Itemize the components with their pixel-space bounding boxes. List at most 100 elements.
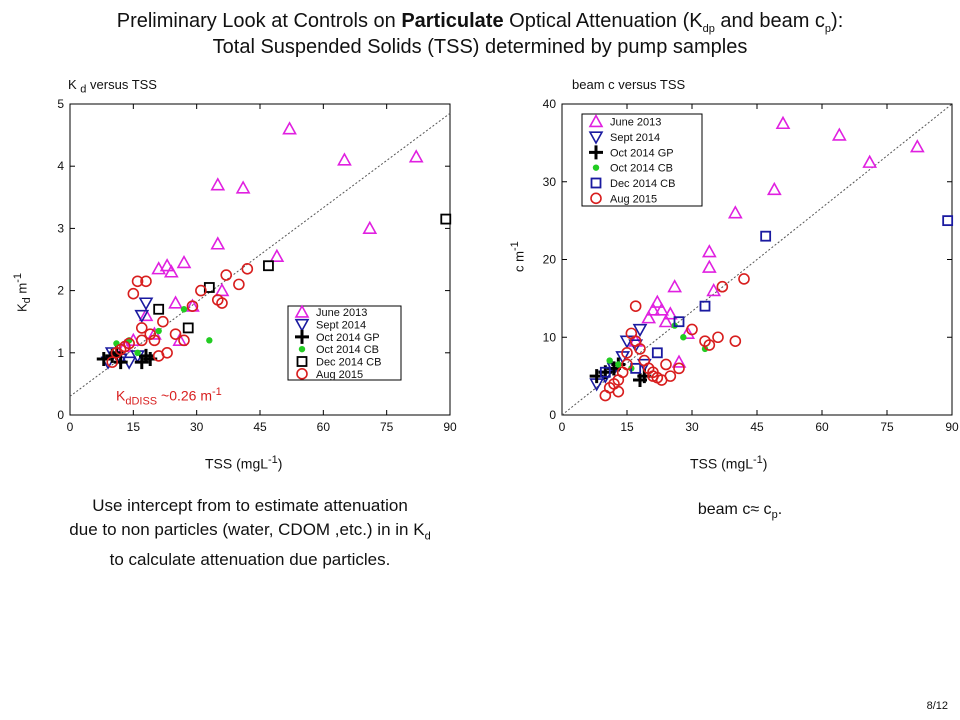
- legend-marker: [589, 145, 603, 160]
- legend-label: Sept 2014: [610, 132, 660, 144]
- x-tick-label: 75: [880, 420, 894, 434]
- data-point: [169, 328, 182, 340]
- data-point: [738, 273, 750, 285]
- legend-marker: [592, 164, 600, 171]
- page-title-line2: Total Suspended Solids (TSS) determined …: [212, 36, 748, 58]
- data-point: [206, 337, 213, 344]
- data-point: [775, 115, 791, 130]
- data-point: [161, 346, 173, 359]
- x-tick-label: 90: [945, 420, 959, 434]
- legend-label: Aug 2015: [316, 369, 363, 381]
- data-point: [660, 358, 672, 371]
- data-point: [263, 260, 274, 272]
- y-tick-label: 2: [57, 284, 64, 298]
- series-dec-2014-cb: [599, 215, 954, 378]
- legend-label: Oct 2014 CB: [316, 344, 379, 356]
- legend-label: Oct 2014 CB: [610, 163, 673, 175]
- series-aug-2015: [106, 263, 254, 368]
- data-point: [862, 154, 878, 168]
- data-point: [615, 361, 622, 368]
- data-point: [216, 297, 228, 309]
- data-point: [641, 310, 657, 324]
- kd-diss-annotation: KdDISS ~0.26 m-1: [116, 386, 222, 408]
- left-x-axis-label: TSS (mgL-1): [205, 454, 283, 472]
- legend-label: Dec 2014 CB: [610, 178, 675, 190]
- data-point: [135, 334, 148, 347]
- right-plot-label: beam c versus TSS: [572, 77, 686, 92]
- data-point: [186, 300, 199, 312]
- data-point: [909, 139, 925, 153]
- legend-label: Oct 2014 GP: [610, 147, 674, 159]
- data-point: [831, 127, 847, 141]
- data-point: [760, 230, 772, 242]
- data-point: [180, 306, 188, 313]
- legend-marker: [295, 329, 309, 344]
- data-point: [134, 349, 141, 356]
- fit-line: [561, 103, 953, 416]
- series-aug-2015: [599, 273, 750, 402]
- x-tick-label: 0: [67, 420, 74, 434]
- data-point: [942, 215, 954, 227]
- data-point: [716, 280, 729, 293]
- data-point: [127, 287, 140, 300]
- series-june-2013: [117, 121, 424, 353]
- y-tick-label: 10: [543, 330, 557, 344]
- right-caption: beam c≈ cp.: [697, 501, 783, 522]
- legend-marker: [296, 356, 308, 367]
- legend-box: [581, 113, 703, 207]
- data-point: [123, 337, 135, 350]
- data-point: [621, 358, 633, 371]
- data-point: [651, 347, 663, 359]
- legend-label: Oct 2014 GP: [316, 332, 380, 344]
- data-point: [671, 354, 687, 368]
- data-point: [168, 295, 183, 309]
- data-point: [621, 346, 633, 359]
- data-point: [701, 244, 717, 258]
- data-point: [658, 314, 674, 328]
- series-oct-2014-cb: [606, 322, 709, 372]
- data-point: [662, 306, 678, 320]
- x-tick-label: 45: [750, 420, 764, 434]
- legend-marker: [294, 318, 310, 333]
- y-tick-label: 0: [57, 408, 64, 422]
- legend-marker: [296, 368, 308, 380]
- data-point: [654, 302, 670, 316]
- data-point: [233, 278, 245, 291]
- y-tick-label: 5: [57, 97, 64, 111]
- data-point: [712, 331, 724, 344]
- data-point: [727, 205, 743, 219]
- legend-marker: [588, 131, 604, 145]
- data-point: [113, 355, 128, 370]
- data-point: [106, 356, 119, 368]
- left-caption: Use intercept from to estimate attenuati…: [20, 494, 480, 572]
- data-point: [703, 339, 716, 351]
- legend-marker: [298, 345, 306, 353]
- legend-marker: [590, 192, 602, 205]
- data-point: [138, 297, 154, 311]
- data-point: [134, 309, 150, 324]
- series-oct-2014-gp: [589, 357, 652, 388]
- data-point: [163, 264, 179, 278]
- data-point: [664, 370, 677, 382]
- data-point: [337, 152, 352, 166]
- data-point: [155, 327, 162, 335]
- x-tick-label: 0: [559, 420, 566, 434]
- data-point: [214, 282, 230, 297]
- data-point: [269, 248, 285, 262]
- data-point: [241, 263, 254, 275]
- data-point: [148, 334, 161, 347]
- fit-line: [69, 112, 451, 397]
- series-oct-2014-cb: [113, 306, 213, 356]
- data-point: [210, 177, 226, 191]
- data-point: [699, 300, 711, 312]
- data-point: [131, 275, 144, 288]
- legend-label: Dec 2014 CB: [316, 357, 381, 369]
- data-point: [634, 343, 646, 355]
- data-point: [680, 334, 687, 341]
- y-tick-label: 30: [543, 175, 557, 189]
- data-point: [673, 316, 685, 328]
- legend-marker: [294, 304, 310, 318]
- x-tick-label: 15: [620, 420, 634, 434]
